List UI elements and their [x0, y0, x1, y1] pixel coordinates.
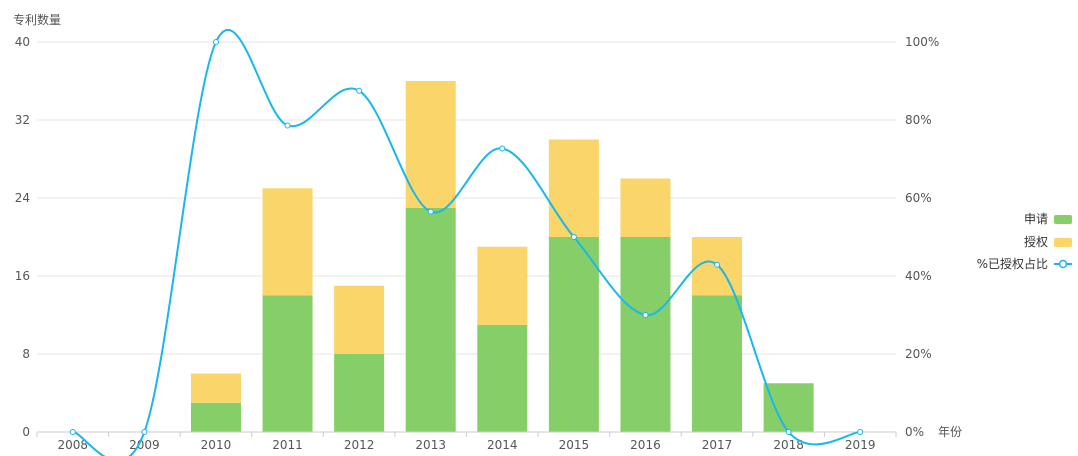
bar-grant — [190, 373, 241, 403]
x-tick-label: 2013 — [415, 438, 446, 452]
ratio-point — [570, 234, 577, 240]
y-tick-label: 32 — [15, 113, 30, 127]
ratio-point — [857, 429, 864, 435]
bar-apply — [620, 237, 671, 432]
bar-apply — [763, 383, 814, 432]
ratio-point — [427, 208, 434, 215]
y2-tick-label: 20% — [905, 347, 932, 361]
ratio-point — [212, 39, 219, 45]
legend-label: 授权 — [1024, 234, 1048, 249]
bar-apply — [334, 354, 385, 432]
x-axis: 2008 2009 2010 2011 2012 2013 2014 2015 2016 2017… — [36, 431, 897, 452]
x-tick-label: 2019 — [845, 438, 876, 452]
y2-tick-label: 100% — [905, 35, 939, 49]
y2-tick-label: 0% — [905, 425, 924, 439]
bar-grant — [477, 246, 528, 325]
y-axis-left: 0 8 16 24 32 40 — [15, 35, 30, 439]
y-tick-label: 24 — [15, 191, 30, 205]
y-tick-label: 40 — [15, 35, 30, 49]
y2-tick-label: 80% — [905, 113, 932, 127]
ratio-point — [642, 312, 649, 318]
bar-grant — [262, 188, 313, 296]
x-tick-label: 2014 — [487, 438, 518, 452]
legend-swatch — [1054, 238, 1072, 247]
legend-label: 申请 — [1024, 212, 1048, 226]
legend-label: %已授权占比 — [977, 256, 1048, 271]
x-tick-label: 2011 — [272, 438, 303, 452]
y2-tick-label: 40% — [905, 269, 932, 283]
ratio-point — [785, 429, 792, 435]
x-tick-label: 2015 — [559, 438, 590, 452]
x-tick-label: 2012 — [344, 438, 375, 452]
bar-apply — [405, 207, 456, 432]
legend-swatch — [1054, 215, 1072, 224]
ratio-point — [499, 145, 506, 152]
y2-tick-label: 60% — [905, 191, 932, 205]
line-series — [69, 29, 864, 456]
bar-grant — [620, 178, 671, 237]
x-tick-label: 2008 — [58, 438, 89, 452]
bar-grant — [548, 139, 599, 237]
bar-apply — [692, 295, 743, 432]
bar-apply — [477, 324, 528, 432]
y-tick-label: 0 — [22, 425, 30, 439]
ratio-line — [72, 29, 861, 456]
y-tick-label: 16 — [15, 269, 30, 283]
y-axis-right: 0% 20% 40% 60% 80% 100% — [905, 35, 939, 439]
ratio-point — [69, 429, 76, 435]
y-axis-title: 专利数量 — [13, 12, 61, 27]
bar-apply — [548, 237, 599, 432]
x-tick-label: 2017 — [702, 438, 733, 452]
gridlines — [37, 41, 896, 355]
x-tick-label: 2016 — [630, 438, 661, 452]
legend-line-marker — [1058, 259, 1068, 269]
x-tick-label: 2009 — [129, 438, 160, 452]
bar-grant — [405, 81, 456, 208]
bar-apply — [190, 402, 241, 432]
ratio-point — [356, 87, 363, 94]
ratio-point — [284, 122, 291, 129]
ratio-point — [714, 261, 721, 268]
ratio-point — [141, 429, 148, 435]
bars — [190, 81, 814, 432]
y-tick-label: 8 — [22, 347, 30, 361]
x-axis-title: 年份 — [938, 425, 962, 439]
bar-grant — [334, 285, 385, 354]
bar-apply — [262, 295, 313, 432]
x-tick-label: 2010 — [201, 438, 232, 452]
x-tick-label: 2018 — [773, 438, 804, 452]
